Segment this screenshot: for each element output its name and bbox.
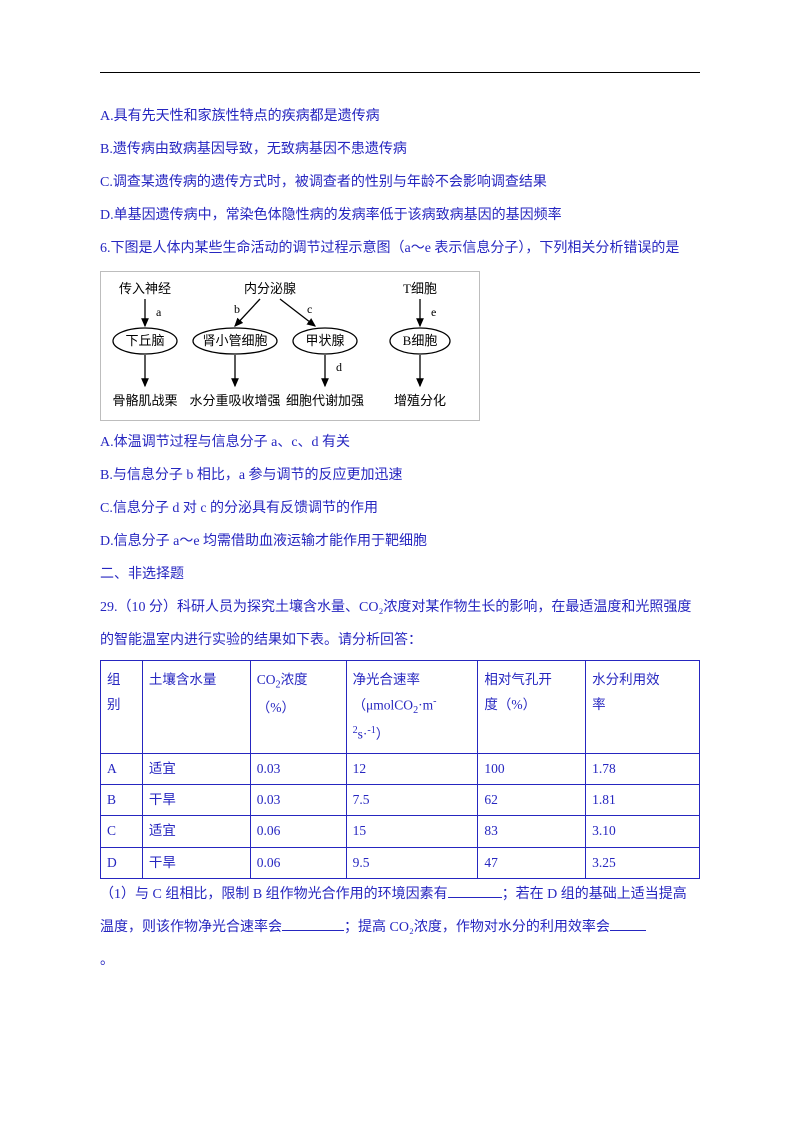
table-row: A 适宜 0.03 12 100 1.78 [101, 753, 700, 784]
th-3: 净光合速率（μmolCO2·m-2s·-1） [346, 660, 478, 753]
q5-option-b: B.遗传病由致病基因导致，无致病基因不患遗传病 [100, 134, 700, 167]
dia-bot-1: 骨骼肌战栗 [112, 393, 177, 408]
th-4: 相对气孔开度（%） [478, 660, 586, 753]
dia-top-3: T细胞 [403, 281, 437, 296]
dia-bot-4: 增殖分化 [394, 393, 446, 408]
table-row: B 干旱 0.03 7.5 62 1.81 [101, 785, 700, 816]
dia-edge-d: d [336, 360, 342, 374]
q29-table: 组别 土壤含水量 CO2浓度（%） 净光合速率（μmolCO2·m-2s·-1）… [100, 660, 700, 879]
dia-bot-2: 水分重吸收增强 [189, 393, 280, 408]
dia-bot-3: 细胞代谢加强 [286, 393, 364, 408]
dia-node-4: B细胞 [403, 333, 438, 348]
blank-3 [610, 917, 646, 931]
dia-top-2: 内分泌腺 [244, 281, 296, 296]
dia-node-3: 甲状腺 [305, 333, 344, 348]
blank-1 [448, 884, 502, 898]
q29-stem: 29.（10 分）科研人员为探究土壤含水量、CO₂浓度对某作物生长的影响，在最适… [100, 592, 700, 658]
q29-sub1: （1）与 C 组相比，限制 B 组作物光合作用的环境因素有；若在 D 组的基础上… [100, 879, 700, 978]
dia-edge-e: e [431, 305, 436, 319]
q5-option-a: A.具有先天性和家族性特点的疾病都是遗传病 [100, 101, 700, 134]
q6-option-c: C.信息分子 d 对 c 的分泌具有反馈调节的作用 [100, 493, 700, 526]
th-5: 水分利用效率 [586, 660, 700, 753]
q5-option-d: D.单基因遗传病中，常染色体隐性病的发病率低于该病致病基因的基因频率 [100, 200, 700, 233]
dia-top-1: 传入神经 [119, 281, 171, 296]
dia-node-1: 下丘脑 [125, 333, 164, 348]
q29-sub1-t1: （1）与 C 组相比，限制 B 组作物光合作用的环境因素有 [100, 887, 448, 902]
q29-sub1-t3: ；提高 CO₂浓度，作物对水分的利用效率会 [344, 920, 610, 935]
th-1: 土壤含水量 [142, 660, 250, 753]
table-row: D 干旱 0.06 9.5 47 3.25 [101, 847, 700, 878]
dia-node-2: 肾小管细胞 [202, 333, 267, 348]
q6-diagram: 传入神经 内分泌腺 T细胞 a b c e 下丘脑 肾小管细胞 甲状腺 B细胞 [100, 271, 700, 421]
table-header-row: 组别 土壤含水量 CO2浓度（%） 净光合速率（μmolCO2·m-2s·-1）… [101, 660, 700, 753]
dia-edge-b: b [234, 302, 240, 316]
q6-stem: 6.下图是人体内某些生命活动的调节过程示意图（a～e 表示信息分子），下列相关分… [100, 233, 700, 266]
th-0: 组别 [101, 660, 143, 753]
dia-edge-c: c [307, 302, 312, 316]
page-content: A.具有先天性和家族性特点的疾病都是遗传病 B.遗传病由致病基因导致，无致病基因… [0, 0, 800, 1028]
dia-edge-a: a [156, 305, 162, 319]
q6-option-b: B.与信息分子 b 相比，a 参与调节的反应更加迅速 [100, 460, 700, 493]
table-row: C 适宜 0.06 15 83 3.10 [101, 816, 700, 847]
top-rule [100, 72, 700, 73]
q29-sub1-end: 。 [100, 953, 114, 968]
th-2: CO2浓度（%） [250, 660, 346, 753]
q6-option-a: A.体温调节过程与信息分子 a、c、d 有关 [100, 427, 700, 460]
q5-option-c: C.调查某遗传病的遗传方式时，被调查者的性别与年龄不会影响调查结果 [100, 167, 700, 200]
q6-option-d: D.信息分子 a～e 均需借助血液运输才能作用于靶细胞 [100, 526, 700, 559]
section2-title: 二、非选择题 [100, 559, 700, 592]
blank-2 [282, 917, 344, 931]
